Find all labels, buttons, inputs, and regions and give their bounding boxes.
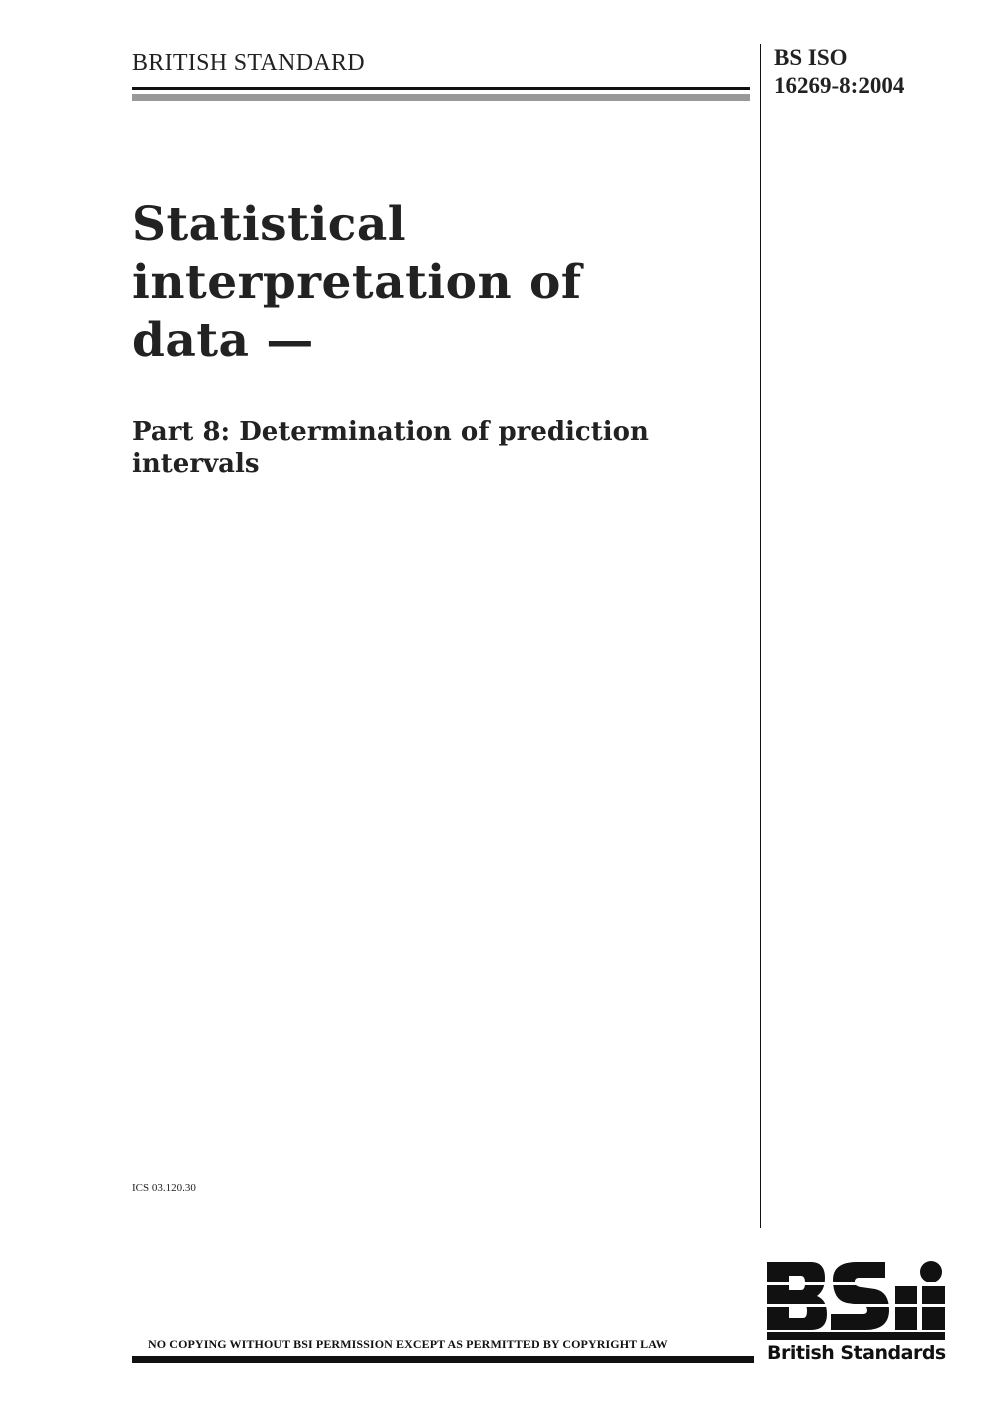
- vertical-divider: [760, 44, 761, 1228]
- document-title: Statistical interpretation of data —: [132, 196, 582, 370]
- header-rule-gray: [132, 94, 750, 101]
- footer-rule: [132, 1356, 754, 1363]
- standard-number: BS ISO 16269-8:2004: [774, 44, 904, 100]
- logo-text: British Standards: [767, 1342, 946, 1364]
- copyright-notice: NO COPYING WITHOUT BSI PERMISSION EXCEPT…: [148, 1337, 668, 1351]
- subtitle-line: intervals: [132, 449, 260, 479]
- bsi-logo: [767, 1261, 945, 1340]
- title-line: interpretation of: [132, 255, 582, 310]
- title-line: data —: [132, 313, 314, 368]
- ics-code: ICS 03.120.30: [132, 1182, 196, 1194]
- standard-number-line2: 16269-8:2004: [774, 73, 905, 98]
- document-subtitle: Part 8: Determination of prediction inte…: [132, 416, 649, 480]
- title-line: Statistical: [132, 197, 407, 252]
- header-rule-black: [132, 87, 750, 90]
- standard-number-line1: BS ISO: [774, 45, 848, 70]
- series-label: BRITISH STANDARD: [132, 50, 365, 76]
- subtitle-line: Part 8: Determination of prediction: [132, 417, 649, 447]
